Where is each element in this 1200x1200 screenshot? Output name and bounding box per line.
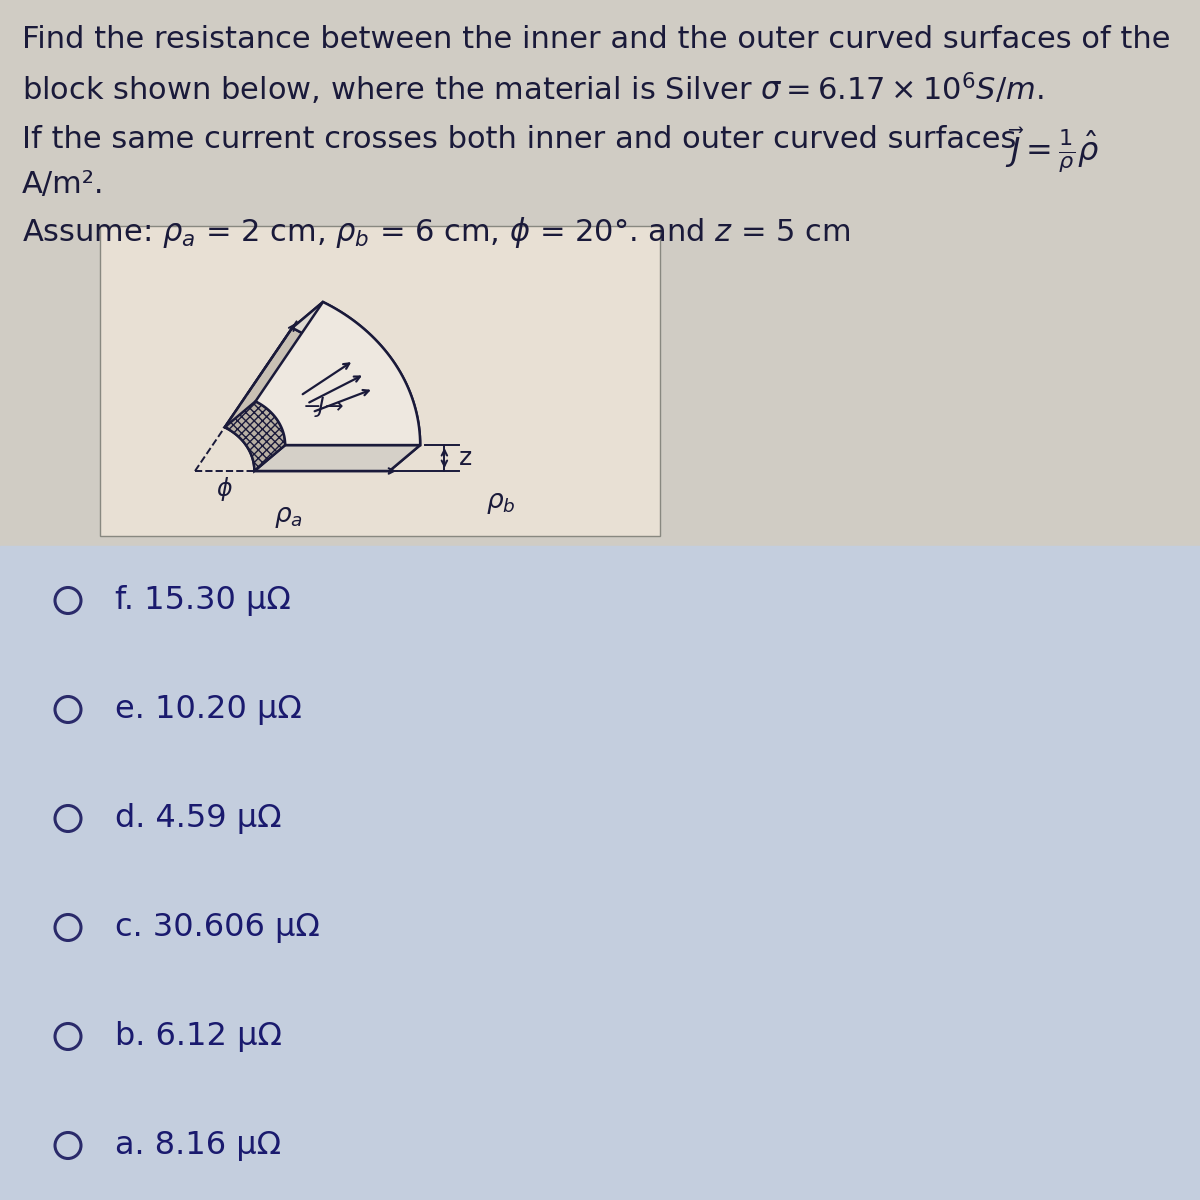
Text: $\phi$: $\phi$ xyxy=(216,475,233,503)
Polygon shape xyxy=(224,328,389,470)
Text: $\vec{J} = \frac{1}{\rho}\hat{\rho}$: $\vec{J} = \frac{1}{\rho}\hat{\rho}$ xyxy=(1006,125,1099,174)
Text: A/m².: A/m². xyxy=(22,170,104,199)
Bar xyxy=(0,546,1200,1200)
Bar xyxy=(0,0,1200,546)
Text: $\rho_a$: $\rho_a$ xyxy=(274,504,302,530)
Text: Find the resistance between the inner and the outer curved surfaces of the: Find the resistance between the inner an… xyxy=(22,25,1170,54)
Text: Assume: $\rho_a$ = 2 cm, $\rho_b$ = 6 cm, $\phi$ = 20°. and $z$ = 5 cm: Assume: $\rho_a$ = 2 cm, $\rho_b$ = 6 cm… xyxy=(22,215,851,250)
Text: $\rho_b$: $\rho_b$ xyxy=(486,490,516,516)
Text: d. 4.59 μΩ: d. 4.59 μΩ xyxy=(115,803,282,834)
Text: a. 8.16 μΩ: a. 8.16 μΩ xyxy=(115,1130,281,1162)
Text: e. 10.20 μΩ: e. 10.20 μΩ xyxy=(115,694,302,725)
Polygon shape xyxy=(293,302,420,470)
Polygon shape xyxy=(256,302,420,445)
Text: block shown below, where the material is Silver $\sigma = 6.17 \times 10^6 S/m$.: block shown below, where the material is… xyxy=(22,70,1044,107)
Polygon shape xyxy=(254,445,420,470)
Text: b. 6.12 μΩ: b. 6.12 μΩ xyxy=(115,1021,282,1052)
Text: z: z xyxy=(458,446,472,470)
Text: $-\!J\!\rightarrow$: $-\!J\!\rightarrow$ xyxy=(301,395,343,419)
Text: c. 30.606 μΩ: c. 30.606 μΩ xyxy=(115,912,320,943)
FancyBboxPatch shape xyxy=(100,226,660,536)
Text: If the same current crosses both inner and outer curved surfaces: If the same current crosses both inner a… xyxy=(22,125,1016,154)
Text: f. 15.30 μΩ: f. 15.30 μΩ xyxy=(115,584,290,616)
Polygon shape xyxy=(224,401,286,470)
Polygon shape xyxy=(224,302,323,427)
